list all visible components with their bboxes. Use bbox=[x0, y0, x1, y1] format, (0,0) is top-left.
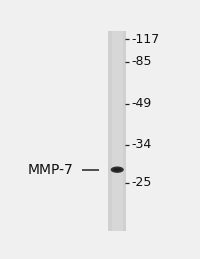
Bar bbox=[108, 31, 126, 231]
Text: MMP-7: MMP-7 bbox=[28, 163, 74, 177]
Ellipse shape bbox=[113, 168, 122, 171]
Bar bbox=[112, 31, 123, 231]
Text: -34: -34 bbox=[131, 138, 151, 151]
Text: -49: -49 bbox=[131, 97, 151, 110]
Text: -85: -85 bbox=[131, 55, 152, 68]
Ellipse shape bbox=[111, 167, 124, 173]
Text: -117: -117 bbox=[131, 33, 159, 46]
Text: -25: -25 bbox=[131, 176, 152, 189]
